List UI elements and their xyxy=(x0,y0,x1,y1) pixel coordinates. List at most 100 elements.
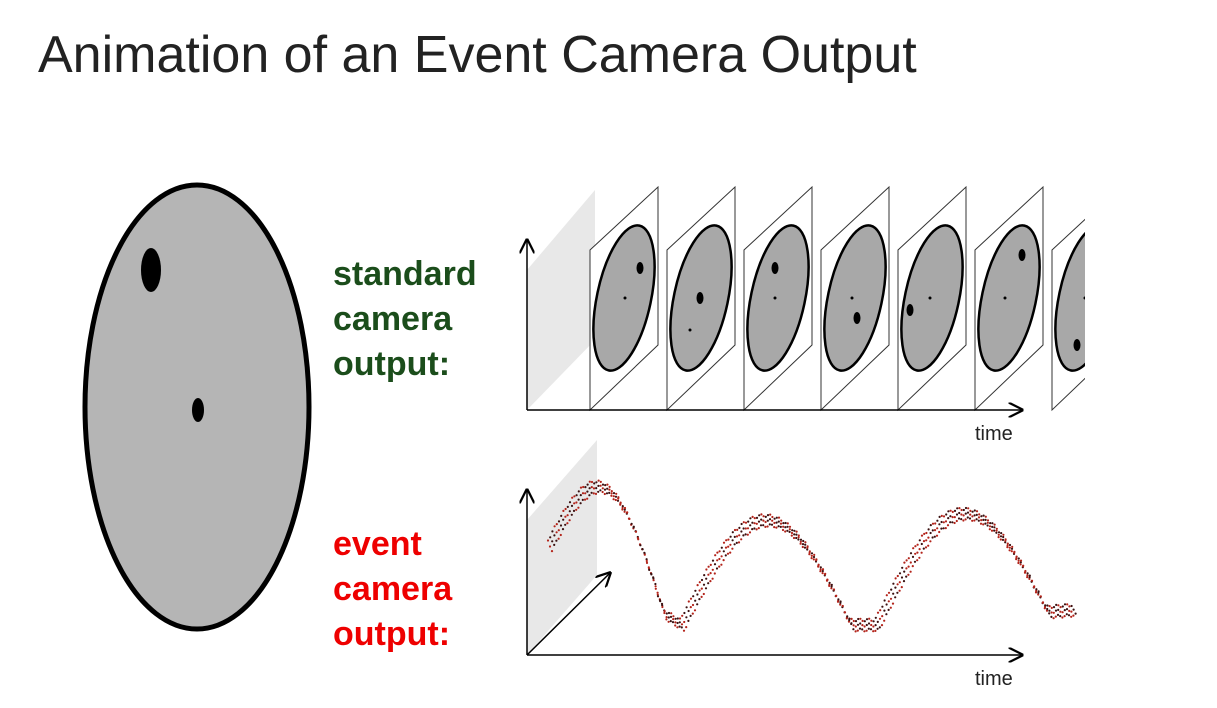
event-dot xyxy=(835,594,838,597)
event-dot xyxy=(791,529,794,532)
event-dot xyxy=(770,523,774,526)
event-dot xyxy=(879,609,882,612)
event-dot xyxy=(698,589,701,592)
event-dot xyxy=(639,544,642,547)
event-dot xyxy=(762,519,765,522)
event-dot xyxy=(986,521,989,524)
event-dot xyxy=(579,494,582,497)
event-dot xyxy=(874,629,877,633)
event-dot xyxy=(982,523,985,526)
slide-title: Animation of an Event Camera Output xyxy=(38,26,917,84)
event-dot xyxy=(689,606,692,609)
event-dot xyxy=(863,620,866,623)
event-dot xyxy=(773,521,776,525)
event-dot xyxy=(599,484,602,487)
event-dot xyxy=(1035,588,1038,591)
event-dot xyxy=(909,561,912,564)
event-dot xyxy=(980,519,983,522)
event-dot xyxy=(812,555,816,559)
event-dot xyxy=(559,524,563,527)
event-dot xyxy=(782,522,785,525)
frame xyxy=(1051,218,1085,412)
event-dot xyxy=(898,581,901,584)
event-dot xyxy=(766,525,769,528)
event-dot xyxy=(951,510,954,513)
event-dot xyxy=(771,519,774,522)
event-dot xyxy=(755,522,758,525)
event-dot xyxy=(744,533,747,536)
event-dot xyxy=(1017,557,1020,560)
event-dot xyxy=(592,487,596,490)
event-dot xyxy=(854,620,858,623)
event-dot xyxy=(1055,603,1058,607)
event-dot xyxy=(1050,606,1053,610)
event-dot xyxy=(586,490,589,493)
event-dot xyxy=(663,610,666,613)
event-dot xyxy=(815,558,818,561)
event-dot xyxy=(1066,603,1069,606)
event-dot xyxy=(929,531,932,535)
event-dot xyxy=(590,480,594,484)
event-dot xyxy=(764,520,767,524)
event-dot xyxy=(1052,606,1056,609)
event-dot xyxy=(1013,550,1016,553)
event-dot xyxy=(907,557,910,560)
event-dot xyxy=(606,487,609,490)
event-dot xyxy=(839,600,842,603)
event-dot xyxy=(751,521,754,524)
event-dot xyxy=(911,555,915,559)
event-dot xyxy=(863,630,866,633)
event-dot xyxy=(762,515,765,518)
event-dot xyxy=(988,525,992,528)
event-dot xyxy=(1022,564,1025,567)
event-dot xyxy=(1000,532,1003,535)
event-dot xyxy=(762,524,765,527)
event-dot xyxy=(982,518,985,522)
event-dot xyxy=(788,528,791,531)
event-dot xyxy=(779,525,782,529)
event-dot xyxy=(907,573,910,576)
event-dot xyxy=(817,563,820,566)
event-dot xyxy=(953,521,956,525)
event-dot xyxy=(876,627,879,630)
event-dot xyxy=(894,577,897,580)
event-dot xyxy=(687,619,690,623)
event-dot xyxy=(857,617,860,621)
event-dot xyxy=(612,492,616,495)
event-dot xyxy=(918,548,921,551)
event-dot xyxy=(742,534,745,537)
event-dot xyxy=(623,506,627,510)
event-dot xyxy=(922,547,925,550)
event-dot xyxy=(1030,579,1034,582)
event-dot xyxy=(900,586,903,589)
event-dot xyxy=(597,490,600,493)
event-dot xyxy=(934,522,937,525)
event-dot xyxy=(830,587,833,590)
event-dot xyxy=(553,543,556,547)
event-dot xyxy=(795,533,798,536)
event-dot xyxy=(722,541,726,544)
event-dot xyxy=(760,513,763,516)
event-dot xyxy=(859,622,862,625)
event-dot xyxy=(753,522,756,525)
event-dot xyxy=(938,515,941,519)
event-dot xyxy=(942,527,945,530)
event-dot xyxy=(773,517,776,520)
event-dot xyxy=(995,531,998,534)
event-dot xyxy=(969,513,972,516)
event-dot xyxy=(758,514,761,517)
event-dot xyxy=(681,614,684,617)
event-dot xyxy=(1063,615,1066,618)
event-dot xyxy=(949,515,952,518)
event-dot xyxy=(905,575,908,578)
event-dot xyxy=(978,513,981,516)
event-dot xyxy=(676,621,679,625)
event-dot xyxy=(920,551,923,554)
event-dot xyxy=(935,534,939,537)
event-dot xyxy=(634,530,638,533)
event-dot xyxy=(760,518,763,521)
event-dot xyxy=(946,524,950,527)
event-dot xyxy=(848,617,851,620)
event-dot xyxy=(881,615,884,618)
